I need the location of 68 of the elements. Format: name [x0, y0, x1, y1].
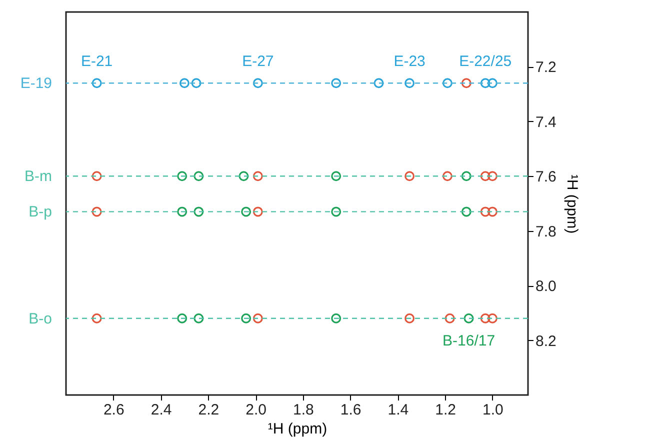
point — [442, 78, 452, 88]
point — [92, 206, 102, 217]
point — [177, 171, 188, 182]
point — [252, 206, 263, 217]
point — [464, 313, 474, 324]
x-axis-title: ¹H (ppm) — [268, 420, 328, 438]
x-tick-label: 1.8 — [292, 402, 314, 418]
point — [461, 206, 472, 217]
point — [179, 78, 190, 88]
point — [404, 78, 415, 88]
x-tick-label: 1.4 — [388, 402, 409, 418]
point — [487, 171, 498, 182]
point — [331, 313, 342, 324]
point — [92, 171, 102, 182]
point — [480, 171, 490, 182]
y-tick-label: 7.2 — [536, 59, 556, 76]
point — [191, 78, 202, 88]
ref-line-label: B-o — [28, 310, 52, 328]
point — [487, 206, 498, 217]
point — [194, 313, 204, 324]
point — [480, 206, 490, 217]
x-tick-label: 2.6 — [103, 402, 124, 418]
point — [92, 313, 102, 324]
ref-line-label: B-p — [28, 204, 52, 221]
y-tick-label: 8.2 — [536, 332, 556, 350]
y-tick-label: 7.6 — [536, 168, 556, 186]
point — [92, 78, 102, 88]
point — [480, 78, 490, 88]
point — [238, 171, 249, 182]
annotation: E-21 — [80, 53, 113, 70]
x-tick-label: 2.0 — [246, 402, 266, 418]
point — [404, 171, 415, 182]
y-tick-label: 7.8 — [536, 223, 556, 240]
annotation: E-27 — [242, 53, 274, 70]
point — [461, 171, 472, 182]
x-tick-label: 1.6 — [340, 402, 362, 418]
ref-line-label: E-19 — [20, 75, 52, 92]
point — [194, 206, 204, 217]
x-tick-label: 2.4 — [150, 402, 172, 418]
ref-line-label: B-m — [24, 168, 52, 186]
y-tick-label: 7.4 — [536, 114, 556, 131]
point — [252, 313, 263, 324]
point — [444, 313, 455, 324]
point — [252, 171, 263, 182]
point — [461, 78, 472, 88]
point — [487, 313, 498, 324]
annotation: E-23 — [394, 53, 426, 70]
point — [480, 313, 490, 324]
x-tick-label: 2.2 — [198, 402, 220, 418]
point — [331, 206, 342, 217]
point — [442, 171, 452, 182]
point — [404, 313, 415, 324]
x-tick-label: 1.0 — [482, 402, 504, 418]
point — [331, 78, 342, 88]
annotation: B-16/17 — [442, 332, 496, 350]
point — [252, 78, 263, 88]
annotation: E-22/25 — [459, 53, 512, 70]
point — [374, 78, 384, 88]
point — [177, 313, 188, 324]
point — [177, 206, 188, 217]
point — [487, 78, 498, 88]
point — [241, 206, 252, 217]
y-axis-title: ¹H (ppm) — [563, 174, 580, 234]
point — [331, 171, 342, 182]
point — [241, 313, 252, 324]
y-tick-label: 8.0 — [536, 278, 556, 296]
x-tick-label: 1.2 — [435, 402, 456, 418]
point — [194, 171, 204, 182]
